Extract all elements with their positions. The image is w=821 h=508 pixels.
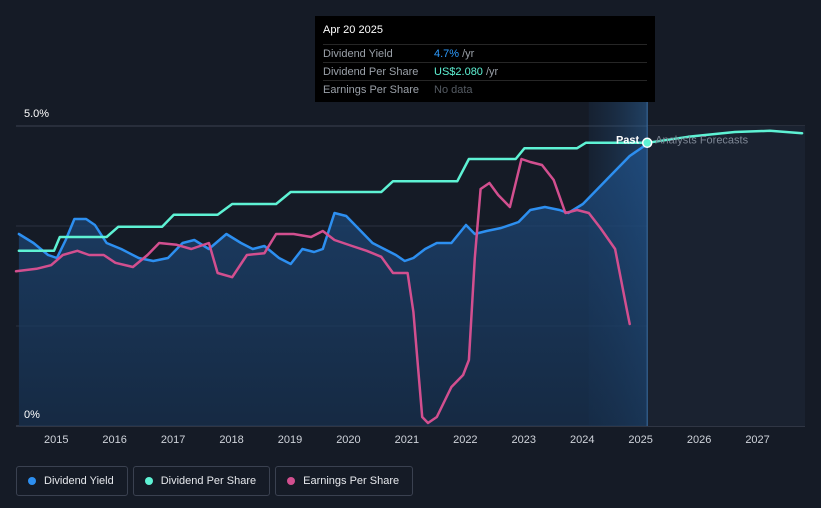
legend-dot-icon: [287, 477, 296, 485]
y-tick-top: 5.0%: [24, 108, 49, 120]
legend-dividend-yield[interactable]: Dividend Yield: [16, 466, 128, 496]
legend-label: Earnings Per Share: [303, 475, 400, 487]
tooltip-date: Apr 20 2025: [323, 24, 383, 36]
future-region: [647, 126, 805, 426]
x-tick-label: 2020: [336, 434, 360, 446]
series-line-dividend-yield: [17, 142, 649, 266]
x-tick-label: 2017: [161, 434, 185, 446]
forecast-label: Analysts Forecasts: [655, 134, 748, 146]
legend-dot-icon: [28, 477, 36, 485]
y-tick-bottom: 0%: [24, 409, 40, 421]
legend-dot-icon: [144, 477, 153, 485]
legend-dividend-per-share[interactable]: Dividend Per Share: [132, 466, 271, 496]
past-label: Past: [616, 134, 640, 146]
tooltip-unit: /yr: [462, 47, 475, 60]
x-axis-ticks: 2015 2016 2017 2018 2019 2020 2021 2022 2023 2024…: [44, 434, 770, 446]
series-layer: [14, 129, 804, 425]
x-tick-label: 2027: [745, 434, 769, 446]
x-tick-label: 2024: [570, 434, 594, 446]
x-tick-label: 2022: [453, 434, 477, 446]
x-tick-label: 2021: [395, 434, 419, 446]
tooltip-unit: /yr: [485, 65, 499, 78]
legend-label: Dividend Per Share: [160, 475, 257, 487]
tooltip-label: Earnings Per Share: [323, 83, 419, 96]
tooltip-label: Dividend Per Share: [323, 65, 419, 78]
x-tick-label: 2025: [628, 434, 652, 446]
tooltip-row-dividend-yield: Dividend Yield 4.7% /yr: [323, 44, 647, 62]
x-tick-label: 2026: [687, 434, 711, 446]
tooltip-value: US$2.080: [434, 65, 483, 78]
legend-label: Dividend Yield: [44, 475, 114, 487]
dividend-yield-area: [18, 144, 648, 426]
tooltip-label: Dividend Yield: [323, 47, 393, 60]
tooltip-value: No data: [434, 83, 473, 96]
x-tick-label: 2016: [102, 434, 126, 446]
tooltip-row-dividend-per-share: Dividend Per Share US$2.080 /yr: [323, 62, 647, 80]
highlight-marker[interactable]: [641, 137, 653, 149]
x-tick-label: 2023: [512, 434, 536, 446]
legend-earnings-per-share[interactable]: Earnings Per Share: [275, 466, 414, 496]
legend: Dividend Yield Dividend Per Share Earnin…: [16, 466, 414, 496]
tooltip-row-earnings-per-share: Earnings Per Share No data: [323, 80, 647, 98]
tooltip: Apr 20 2025 Dividend Yield 4.7% /yr Divi…: [315, 16, 655, 102]
x-tick-label: 2015: [44, 434, 68, 446]
x-tick-label: 2019: [278, 434, 302, 446]
tooltip-value: 4.7%: [434, 47, 460, 60]
series-line-dividend-per-share: [17, 129, 804, 253]
x-tick-label: 2018: [219, 434, 243, 446]
series-line-earnings-per-share: [14, 157, 631, 425]
